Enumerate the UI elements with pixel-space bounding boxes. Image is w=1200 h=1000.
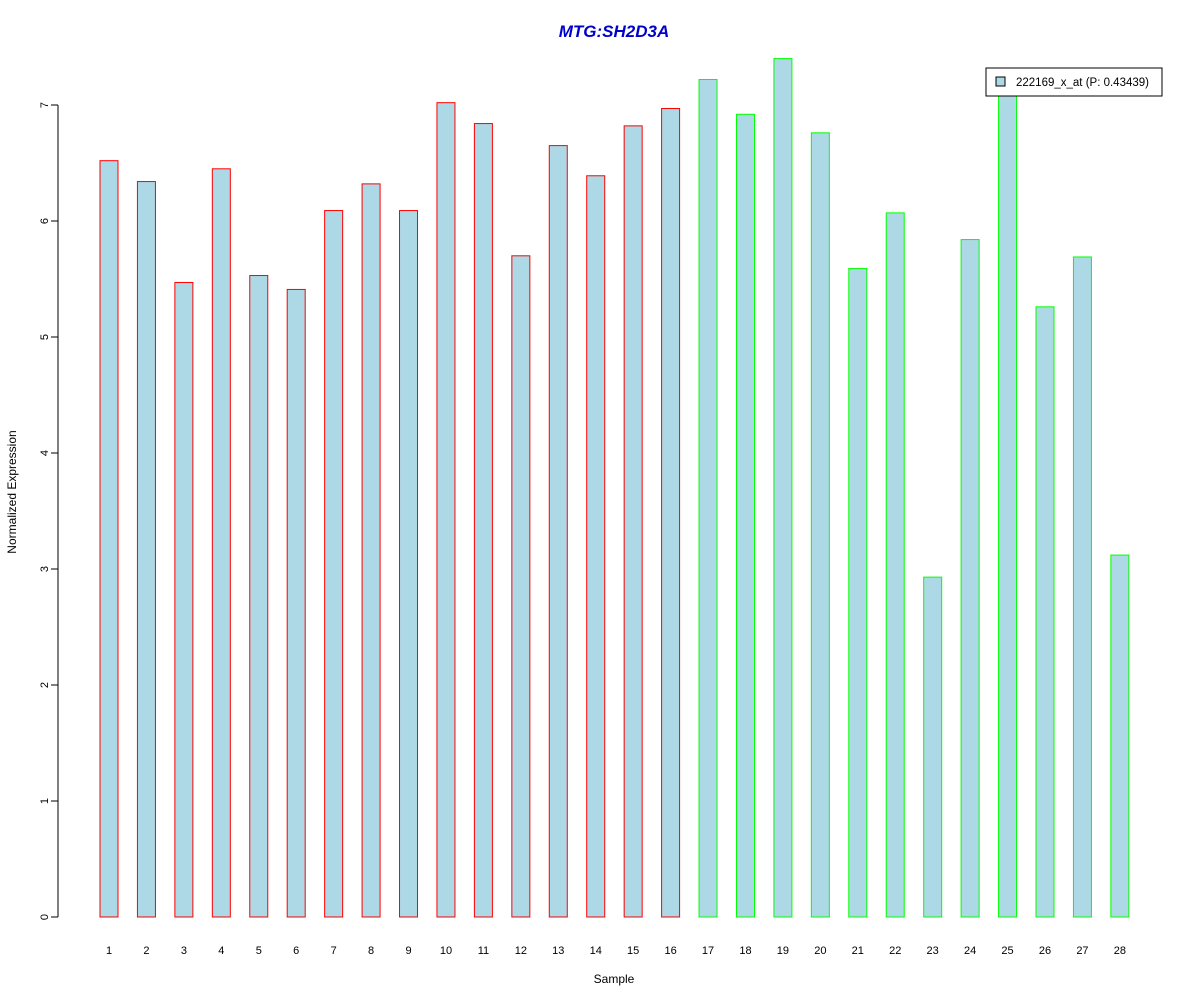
x-axis-tick-labels: 1 2 3 4 5 6 7 8 9 10 11 12 13 14 15 16 17 18 19 20 21 22 23 24 2… <box>106 945 1126 957</box>
x-axis-tick-label: 14 <box>590 945 602 957</box>
bar-sample-14 <box>586 175 606 918</box>
bar-sample-11 <box>473 123 493 918</box>
x-axis-tick-label: 19 <box>777 945 789 957</box>
x-axis-tick-label: 24 <box>964 945 976 957</box>
bars <box>99 58 1130 918</box>
y-axis-tick-label: 4 <box>39 450 51 456</box>
bar-sample-7 <box>324 210 344 918</box>
x-axis-tick-label: 25 <box>1001 945 1013 957</box>
bar-sample-16 <box>661 107 681 918</box>
x-axis-tick-label: 26 <box>1039 945 1051 957</box>
bar-sample-21 <box>848 268 868 918</box>
x-axis-tick-label: 18 <box>739 945 751 957</box>
x-axis-tick-label: 10 <box>440 945 452 957</box>
x-axis-tick-label: 8 <box>368 945 374 957</box>
x-axis-tick-label: 12 <box>515 945 527 957</box>
x-axis-tick-label: 21 <box>852 945 864 957</box>
x-axis-tick-label: 28 <box>1114 945 1126 957</box>
y-axis-label: Normalized Expression <box>5 430 19 553</box>
bar-sample-4 <box>211 168 231 918</box>
bar-sample-26 <box>1035 306 1055 918</box>
bar-sample-3 <box>174 281 194 918</box>
bar-sample-8 <box>361 183 381 918</box>
bar-sample-23 <box>923 576 943 918</box>
y-axis-tick-label: 1 <box>39 798 51 804</box>
y-axis-tick-label: 6 <box>39 218 51 224</box>
x-axis-tick-label: 6 <box>293 945 299 957</box>
legend: 222169_x_at (P: 0.43439) <box>985 67 1163 97</box>
bar-sample-15 <box>623 125 643 918</box>
x-axis-tick-label: 23 <box>927 945 939 957</box>
legend-box <box>985 67 1163 97</box>
bar-sample-24 <box>960 239 980 918</box>
bar-sample-2 <box>136 181 156 918</box>
x-axis-tick-label: 3 <box>181 945 187 957</box>
x-axis-tick-label: 9 <box>405 945 411 957</box>
x-axis-tick-label: 4 <box>218 945 224 957</box>
y-axis-tick-label: 7 <box>39 102 51 108</box>
bar-sample-10 <box>436 102 456 918</box>
legend-entry-label: 222169_x_at (P: 0.43439) <box>1016 77 1149 89</box>
bar-sample-1 <box>99 160 119 918</box>
bar-sample-27 <box>1072 256 1092 918</box>
bar-sample-12 <box>511 255 531 918</box>
bar-sample-18 <box>735 113 755 918</box>
bar-sample-5 <box>249 275 269 918</box>
x-axis-tick-label: 15 <box>627 945 639 957</box>
x-axis-tick-label: 5 <box>256 945 262 957</box>
x-axis-tick-label: 7 <box>331 945 337 957</box>
x-axis-label: Sample <box>594 972 635 986</box>
y-axis-tick-label: 2 <box>39 682 51 688</box>
bar-sample-22 <box>885 212 905 918</box>
x-axis-tick-label: 16 <box>664 945 676 957</box>
y-axis-tick-label: 5 <box>39 334 51 340</box>
y-axis-tick-label: 3 <box>39 566 51 572</box>
bar-sample-6 <box>286 288 306 918</box>
bar-sample-20 <box>810 132 830 918</box>
x-axis-tick-label: 13 <box>552 945 564 957</box>
x-axis-tick-label: 1 <box>106 945 112 957</box>
x-axis-tick-label: 22 <box>889 945 901 957</box>
x-axis-tick-label: 2 <box>143 945 149 957</box>
bar-sample-25 <box>998 87 1018 918</box>
x-axis-tick-label: 27 <box>1076 945 1088 957</box>
bar-sample-17 <box>698 78 718 918</box>
x-axis-tick-label: 20 <box>814 945 826 957</box>
bar-sample-19 <box>773 58 793 918</box>
chart-title: MTG:SH2D3A <box>559 22 670 41</box>
legend-swatch <box>995 76 1006 87</box>
bar-sample-28 <box>1110 554 1130 918</box>
bar-sample-13 <box>548 145 568 918</box>
x-axis-tick-label: 11 <box>478 945 489 957</box>
bar-sample-9 <box>399 210 419 918</box>
x-axis-tick-label: 17 <box>702 945 714 957</box>
y-axis: 0 1 2 3 4 5 6 7 <box>39 102 59 920</box>
y-axis-tick-label: 0 <box>39 914 51 920</box>
